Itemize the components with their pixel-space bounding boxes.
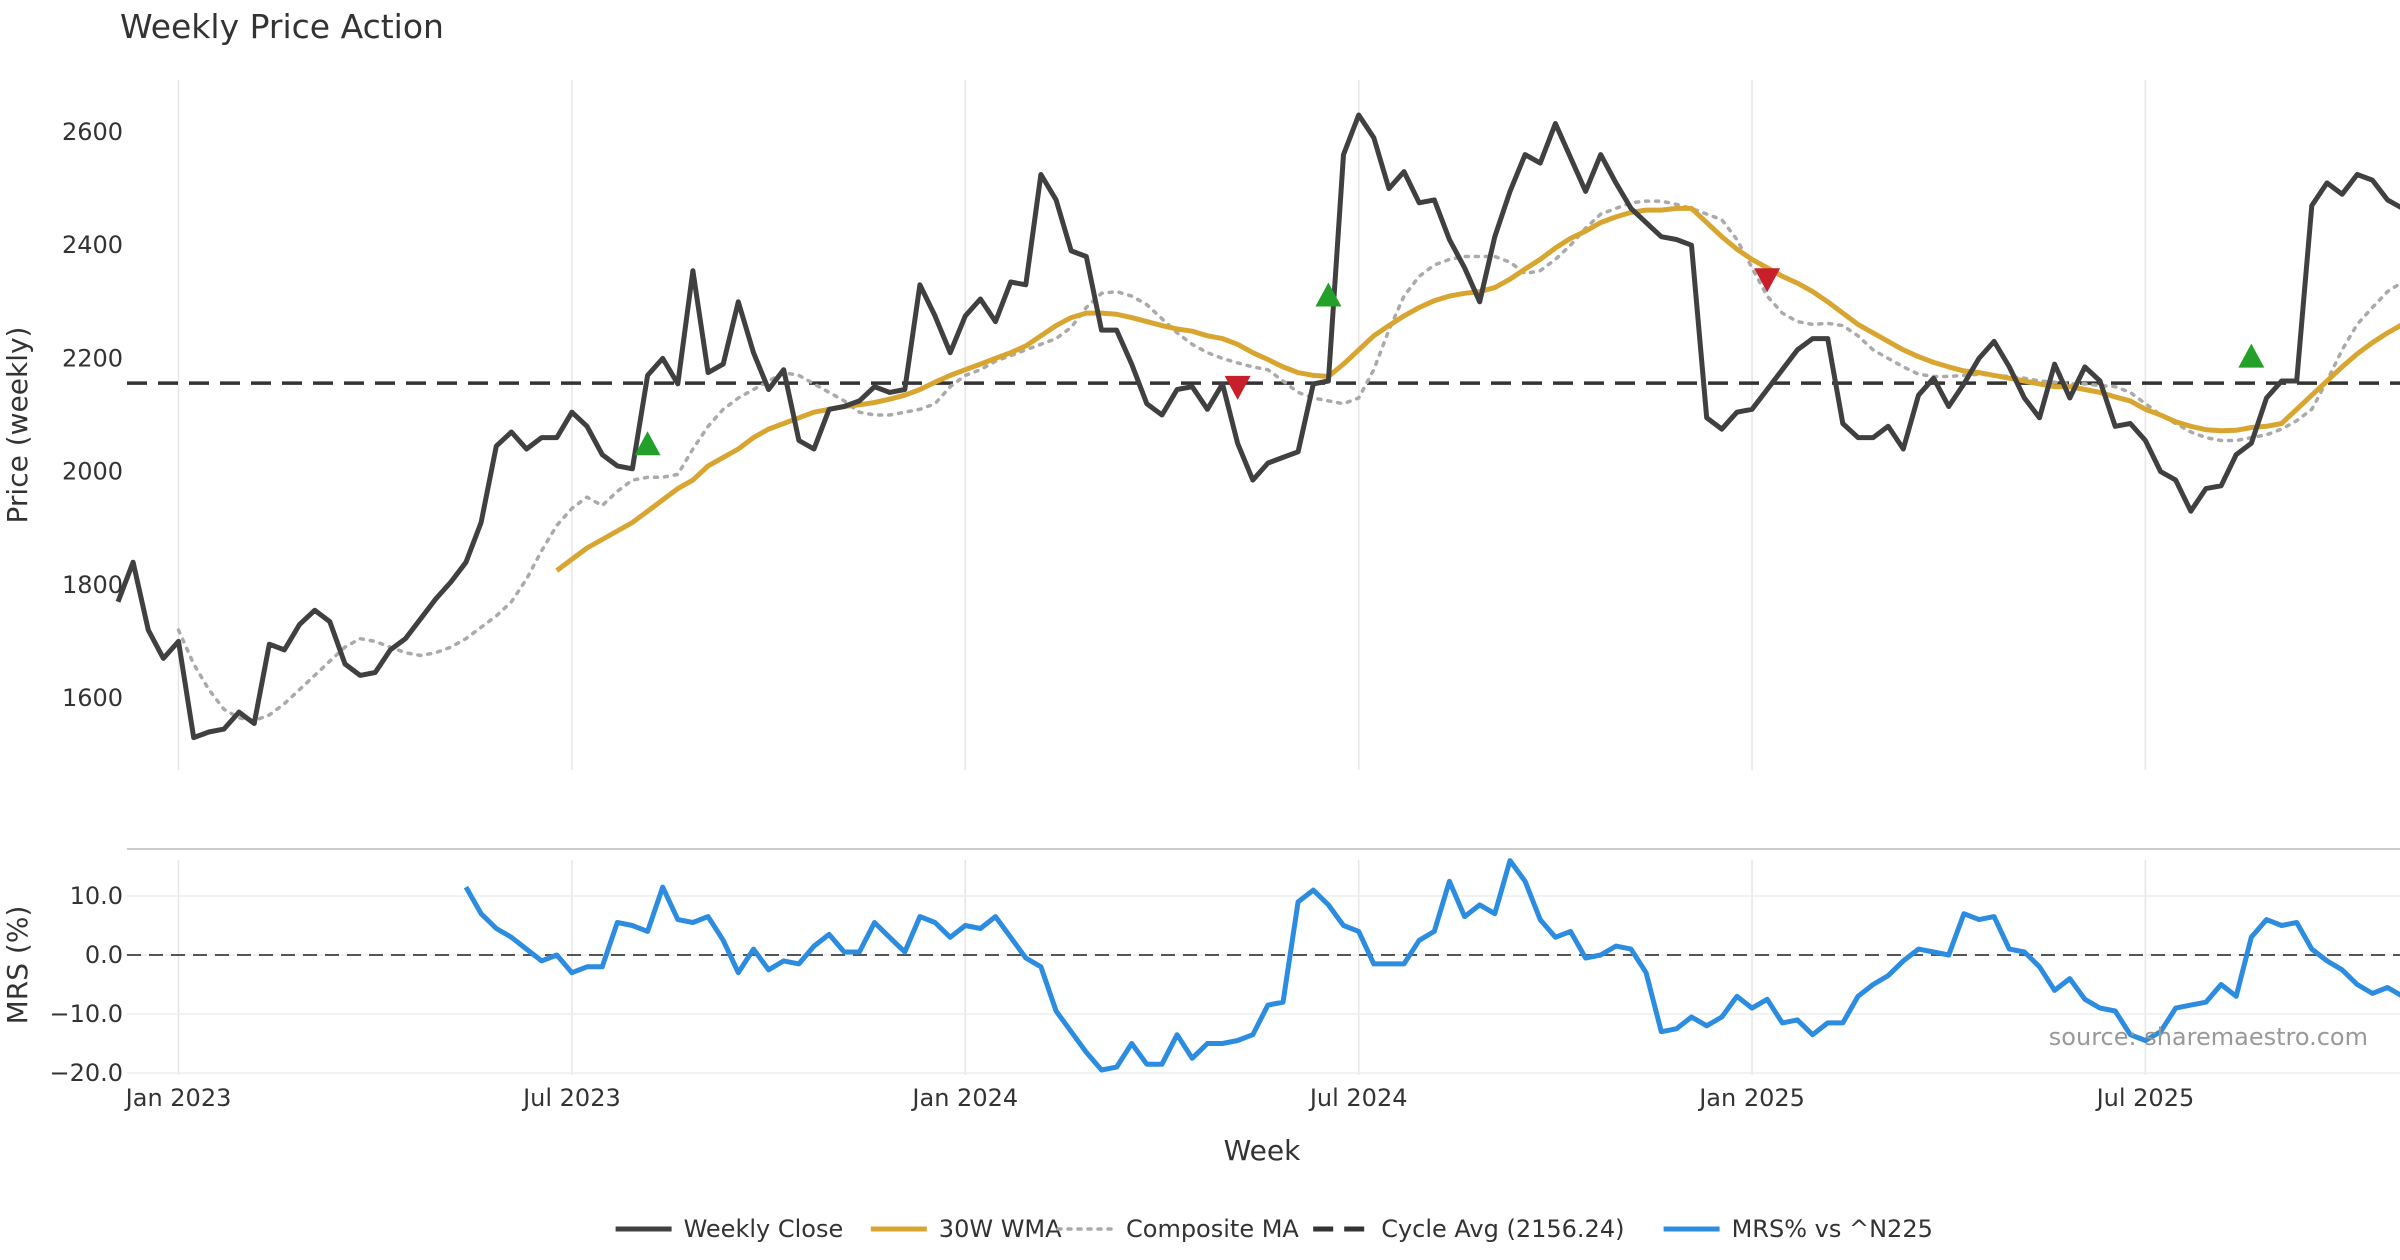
price-y-tick-label: 2200 bbox=[62, 344, 123, 372]
price-y-tick-label: 1600 bbox=[62, 684, 123, 712]
mrs-y-tick-label: 10.0 bbox=[70, 882, 123, 910]
sell-signal-marker bbox=[1754, 268, 1781, 293]
buy-signal-marker bbox=[1315, 282, 1342, 307]
sell-signal-marker bbox=[1224, 375, 1251, 400]
mrs-series bbox=[127, 858, 2400, 1073]
mrs-y-ticks: 10.0 0.0 −10.0 −20.0 bbox=[49, 882, 123, 1087]
price-series bbox=[115, 112, 2400, 741]
signal-markers bbox=[634, 268, 2265, 456]
mrs-panel: 10.0 0.0 −10.0 −20.0 MRS (%) source: sharem… bbox=[1, 858, 2400, 1087]
legend-label: 30W WMA bbox=[939, 1215, 1062, 1243]
price-panel: 1600 1800 2000 2200 2400 2600 Price (weekly) bbox=[1, 80, 2400, 770]
x-axis-label: Week bbox=[1224, 1134, 1301, 1167]
price-y-ticks: 1600 1800 2000 2200 2400 2600 bbox=[62, 118, 123, 712]
legend: Weekly Close 30W WMA Composite MA Cycle Avg… bbox=[615, 1215, 1933, 1243]
x-tick-label: Jul 2025 bbox=[2095, 1084, 2195, 1112]
x-tick-label: Jul 2024 bbox=[1308, 1084, 1408, 1112]
price-gridlines bbox=[177, 80, 2147, 770]
x-ticks: Jan 2023 Jul 2023 Jan 2024 Jul 2024 Jan 2025… bbox=[124, 1084, 2195, 1112]
price-y-tick-label: 1800 bbox=[62, 571, 123, 599]
mrs-y-tick-label: −10.0 bbox=[49, 1000, 123, 1028]
legend-label: Weekly Close bbox=[684, 1215, 844, 1243]
x-tick-label: Jul 2023 bbox=[521, 1084, 621, 1112]
source-annotation: source: sharemaestro.com bbox=[2049, 1023, 2368, 1051]
legend-item-weekly-close: Weekly Close bbox=[615, 1215, 844, 1243]
30w-wma-line bbox=[555, 205, 2400, 573]
mrs-y-tick-label: 0.0 bbox=[85, 941, 123, 969]
price-y-tick-label: 2000 bbox=[62, 458, 123, 486]
x-tick-label: Jan 2024 bbox=[910, 1084, 1018, 1112]
price-y-tick-label: 2400 bbox=[62, 231, 123, 259]
legend-item-cycle-avg-2156-24: Cycle Avg (2156.24) bbox=[1313, 1215, 1624, 1243]
mrs-y-tick-label: −20.0 bbox=[49, 1059, 123, 1087]
composite-ma-line bbox=[176, 199, 2400, 723]
buy-signal-marker bbox=[2238, 343, 2265, 368]
weekly-close-line bbox=[115, 112, 2400, 741]
legend-label: Composite MA bbox=[1126, 1215, 1299, 1243]
legend-item-composite-ma: Composite MA bbox=[1056, 1215, 1299, 1243]
x-tick-label: Jan 2023 bbox=[124, 1084, 232, 1112]
legend-item-mrs-vs-n225: MRS% vs ^N225 bbox=[1663, 1215, 1933, 1243]
x-tick-label: Jan 2025 bbox=[1697, 1084, 1805, 1112]
legend-label: MRS% vs ^N225 bbox=[1732, 1215, 1933, 1243]
mrs-vs-n225-line bbox=[463, 858, 2400, 1073]
buy-signal-marker bbox=[634, 431, 661, 456]
chart-title: Weekly Price Action bbox=[120, 7, 444, 46]
price-y-axis-label: Price (weekly) bbox=[1, 327, 34, 524]
mrs-y-axis-label: MRS (%) bbox=[1, 906, 34, 1025]
price-y-tick-label: 2600 bbox=[62, 118, 123, 146]
legend-item-30w-wma: 30W WMA bbox=[870, 1215, 1062, 1243]
legend-label: Cycle Avg (2156.24) bbox=[1381, 1215, 1624, 1243]
